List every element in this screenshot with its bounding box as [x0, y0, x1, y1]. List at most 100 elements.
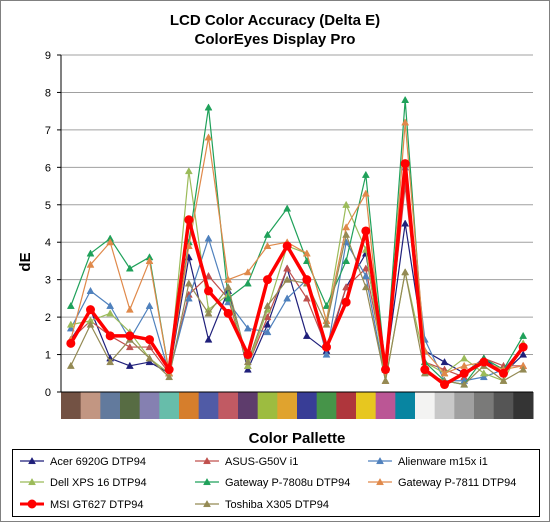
data-point [460, 380, 469, 388]
data-point [203, 477, 211, 486]
palette-swatch [474, 392, 495, 419]
data-point [224, 294, 233, 302]
data-point [28, 456, 36, 465]
data-point [283, 204, 292, 212]
data-point [263, 313, 272, 321]
data-point [66, 324, 75, 332]
y-tick-label: 4 [45, 237, 51, 249]
color-palette-swatches [61, 391, 534, 419]
data-point [86, 249, 95, 257]
data-point [243, 268, 252, 276]
data-point [184, 167, 193, 175]
palette-swatch [100, 392, 121, 419]
data-point [203, 456, 211, 465]
palette-swatch [356, 392, 377, 419]
data-point [401, 95, 410, 103]
data-point [519, 331, 528, 339]
data-point [459, 368, 469, 378]
data-point [243, 279, 252, 287]
data-point [518, 342, 528, 352]
data-point [106, 238, 115, 246]
data-point [519, 365, 528, 373]
data-point [125, 343, 134, 351]
data-point [86, 260, 95, 268]
palette-swatch [238, 392, 259, 419]
data-point [376, 456, 384, 465]
data-point [342, 256, 351, 264]
y-tick-label: 8 [45, 87, 51, 99]
data-point [184, 215, 194, 225]
data-point [184, 279, 193, 287]
y-tick-label: 5 [45, 200, 51, 212]
palette-swatch [257, 392, 278, 419]
data-point [381, 376, 390, 384]
data-point [223, 308, 233, 318]
data-point [184, 294, 193, 302]
data-point [401, 219, 410, 227]
legend-item: Toshiba X305 DTP94 [195, 499, 329, 511]
data-point [342, 283, 351, 291]
palette-swatch [316, 392, 337, 419]
data-point [283, 264, 292, 272]
palette-swatch [513, 392, 534, 419]
y-tick-label: 2 [45, 312, 51, 324]
data-point [361, 226, 371, 236]
data-point [243, 358, 252, 366]
legend-label: ASUS-G50V i1 [225, 456, 298, 468]
data-point [302, 294, 311, 302]
data-point [361, 283, 370, 291]
data-point [66, 338, 76, 348]
data-point [125, 331, 135, 341]
palette-swatch [218, 392, 239, 419]
data-point [263, 301, 272, 309]
palette-swatch [415, 392, 436, 419]
data-point [243, 365, 252, 373]
data-point [361, 189, 370, 197]
data-point [283, 294, 292, 302]
y-tick-label: 6 [45, 162, 51, 174]
data-point [86, 305, 95, 315]
data-point [164, 365, 174, 375]
palette-swatch [61, 392, 82, 419]
data-point [361, 264, 370, 272]
palette-swatch [395, 392, 416, 419]
series-line [70, 121, 524, 382]
data-point [204, 309, 213, 317]
data-point [479, 357, 489, 367]
legend-label: Acer 6920G DTP94 [50, 456, 146, 468]
data-point [203, 499, 211, 508]
palette-swatch [493, 392, 514, 419]
legend-item: ASUS-G50V i1 [195, 456, 298, 468]
data-point [145, 343, 154, 351]
data-point [282, 241, 292, 251]
palette-swatch [120, 392, 141, 419]
series-lines [66, 95, 528, 390]
data-point [322, 342, 331, 352]
legend-label: Toshiba X305 DTP94 [225, 499, 329, 511]
data-point [145, 256, 154, 264]
data-point [341, 297, 351, 307]
data-point [105, 331, 115, 341]
data-point [204, 103, 213, 111]
legend-label: MSI GT627 DTP94 [50, 499, 144, 511]
legend-label: Gateway P-7811 DTP94 [398, 477, 516, 489]
legend-item: Gateway P-7811 DTP94 [368, 477, 516, 489]
data-point [440, 380, 449, 390]
data-point [263, 241, 272, 250]
data-point [106, 301, 115, 309]
data-point [86, 286, 95, 294]
legend: Acer 6920G DTP94 ASUS-G50V i1 Alienware m1… [20, 456, 516, 511]
palette-swatch [159, 392, 180, 419]
palette-swatch [139, 392, 160, 419]
data-point [342, 223, 351, 231]
data-point [499, 376, 508, 384]
data-point [322, 320, 331, 328]
data-point [224, 283, 233, 291]
data-point [27, 499, 37, 509]
palette-swatch [277, 392, 298, 419]
data-point [204, 335, 213, 343]
y-tick-label: 9 [45, 50, 51, 62]
data-point [66, 320, 75, 328]
